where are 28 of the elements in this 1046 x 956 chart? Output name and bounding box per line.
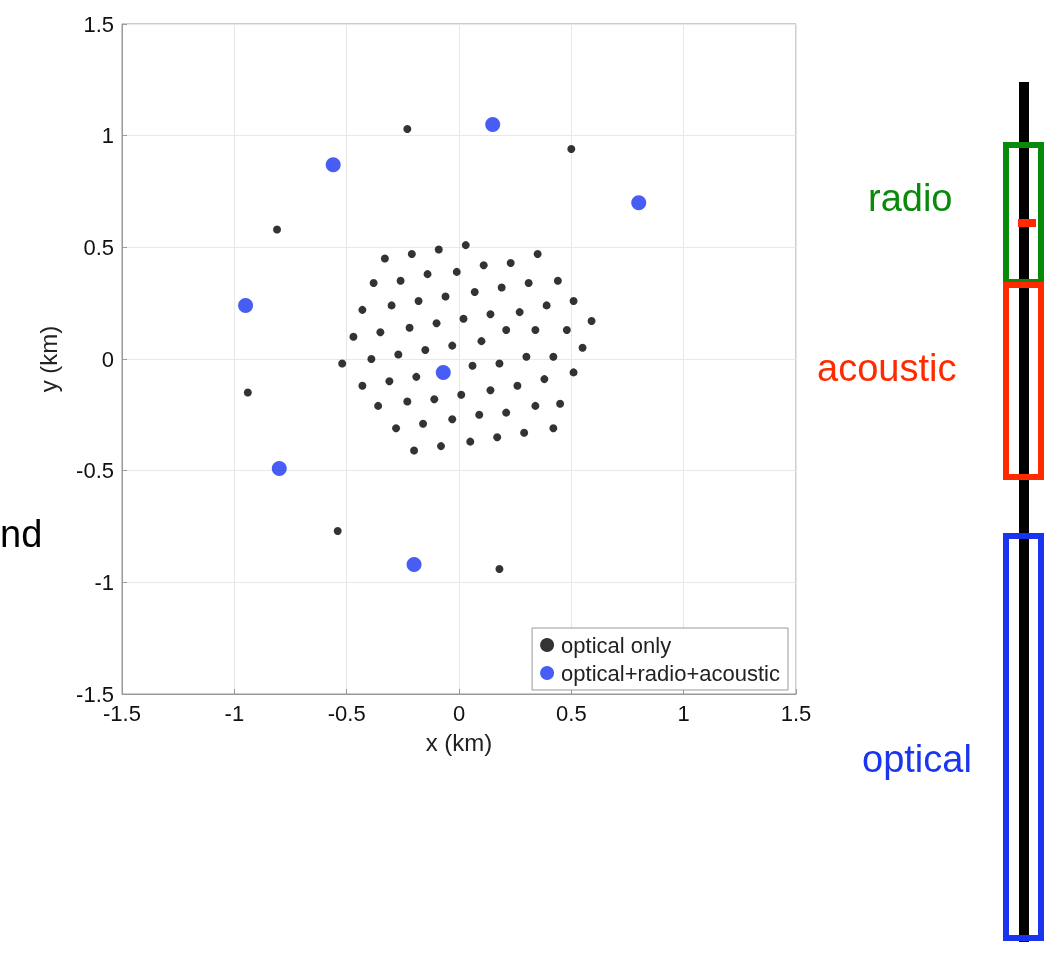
x-tick-label: 1	[677, 700, 690, 726]
y-tick-label: 1.5	[83, 11, 114, 37]
point	[485, 117, 501, 132]
x-axis-title: x (km)	[425, 728, 493, 756]
point	[238, 297, 254, 313]
y-tick-label: 1	[101, 123, 114, 149]
text: optical	[862, 737, 972, 781]
x-tick-label: -0.5	[327, 700, 366, 726]
legend-label: optical only	[561, 632, 672, 658]
point	[435, 364, 451, 380]
point	[271, 460, 287, 476]
y-tick-label: -1.5	[76, 681, 114, 707]
point	[631, 195, 647, 211]
x-tick-label: 0	[452, 700, 466, 726]
text: radio	[868, 176, 953, 220]
y-tick-label: -0.5	[76, 458, 114, 484]
y-tick-label: 0	[101, 346, 114, 372]
point	[406, 556, 422, 572]
y-tick-label: -1	[94, 569, 114, 595]
y-axis-title: y (km)	[34, 325, 62, 393]
point	[325, 157, 341, 173]
legend-label: optical+radio+acoustic	[561, 660, 781, 686]
text: nd	[0, 512, 43, 556]
x-tick-label: 0.5	[556, 700, 587, 726]
text: acoustic	[817, 346, 957, 390]
y-tick-label: 0.5	[83, 234, 114, 260]
x-tick-label: -1	[224, 700, 245, 726]
x-tick-label: 1.5	[780, 700, 812, 726]
